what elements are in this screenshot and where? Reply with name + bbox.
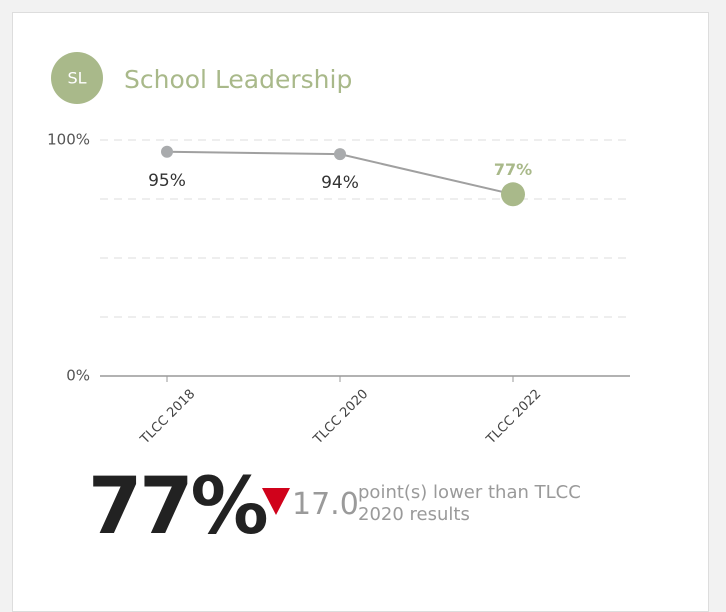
change-text: point(s) lower than TLCC 2020 results	[358, 482, 581, 525]
y-tick-label: 100%	[47, 131, 90, 149]
value-label: 94%	[321, 173, 359, 193]
page: SL School Leadership 0% 100% TLCC 2018 TLCC…	[12, 12, 709, 612]
y-tick-label: 0%	[66, 367, 90, 385]
change-value: 17.0	[292, 487, 359, 522]
badge-circle	[51, 52, 103, 104]
x-tick-label: TLCC 2018	[137, 387, 198, 448]
point	[501, 182, 525, 207]
chart-title: School Leadership	[124, 65, 352, 94]
summary-value: 77%	[88, 462, 269, 552]
value-label: 95%	[148, 171, 186, 191]
point	[334, 148, 346, 161]
x-tick-label: TLCC 2022	[483, 387, 544, 448]
value-label: 77%	[494, 160, 532, 179]
badge: SL	[67, 69, 86, 88]
x-tick-label: TLCC 2020	[310, 387, 371, 448]
card	[12, 12, 709, 612]
point	[161, 145, 173, 158]
chart: SL School Leadership 0% 100% TLCC 2018 TLCC…	[47, 52, 630, 448]
